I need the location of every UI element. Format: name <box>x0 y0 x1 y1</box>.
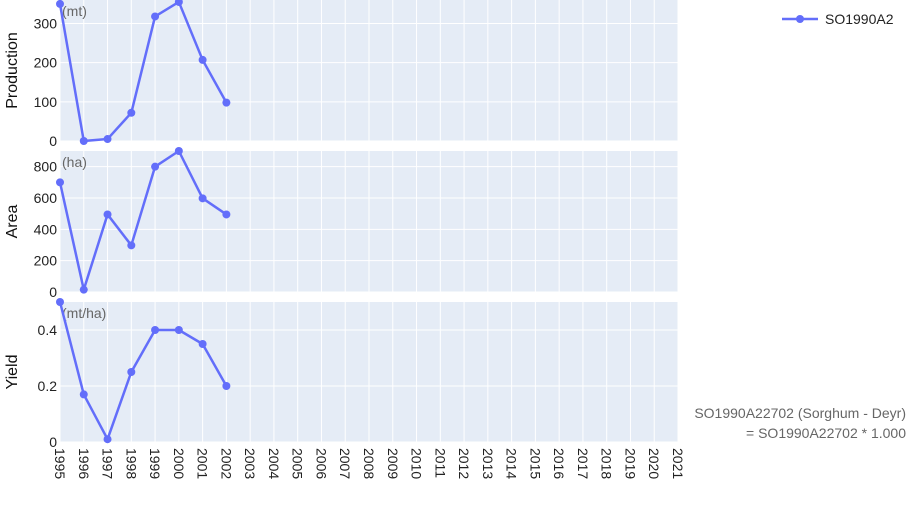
data-point[interactable] <box>79 390 88 399</box>
x-tick-label: 2014 <box>504 448 520 479</box>
panel-yield: 0 0.2 0.4 Yield (mt/ha) <box>4 298 679 450</box>
x-tick-label: 2006 <box>313 448 329 479</box>
unit-label: (mt) <box>62 3 87 19</box>
x-tick-label: 2005 <box>290 448 306 479</box>
x-tick-label: 2001 <box>195 448 211 479</box>
x-tick-label: 2012 <box>456 448 472 479</box>
x-tick-label: 1998 <box>123 448 139 479</box>
series-line <box>58 149 228 291</box>
data-point[interactable] <box>174 326 183 334</box>
data-point[interactable] <box>127 368 136 376</box>
x-tick-label: 2010 <box>409 448 425 479</box>
y-tick-label: 0.4 <box>38 322 58 338</box>
data-point[interactable] <box>79 137 88 145</box>
x-tick-label: 2020 <box>646 448 662 479</box>
x-tick-label: 2011 <box>432 448 448 478</box>
x-tick-label: 1999 <box>147 448 163 479</box>
x-tick-label: 2002 <box>218 448 234 479</box>
data-point[interactable] <box>174 147 183 155</box>
y-axis-label: Yield <box>4 355 21 390</box>
x-tick-label: 2016 <box>551 448 567 479</box>
data-point[interactable] <box>151 12 160 21</box>
panel-production: 0 100 200 300 Production (mt) <box>4 0 679 149</box>
series-line <box>58 301 228 441</box>
data-point[interactable] <box>222 98 231 107</box>
data-point[interactable] <box>56 298 64 306</box>
x-tick-label: 2003 <box>242 448 258 479</box>
data-point[interactable] <box>174 0 183 6</box>
data-point[interactable] <box>79 285 88 294</box>
data-point[interactable] <box>151 162 160 171</box>
legend-marker <box>796 15 804 23</box>
x-tick-label: 2009 <box>385 448 401 479</box>
data-point[interactable] <box>222 382 231 390</box>
x-tick-label: 2021 <box>670 448 686 479</box>
data-point[interactable] <box>151 326 160 334</box>
y-tick-label: 800 <box>34 159 58 175</box>
y-tick-label: 400 <box>34 221 58 237</box>
x-tick-label: 1997 <box>100 448 116 479</box>
data-point[interactable] <box>103 135 112 144</box>
x-tick-label: 2017 <box>575 448 591 479</box>
data-point[interactable] <box>103 435 112 444</box>
data-point[interactable] <box>127 108 136 117</box>
data-point[interactable] <box>198 55 207 64</box>
x-tick-label: 2000 <box>171 448 187 479</box>
x-tick-label: 2019 <box>622 448 638 479</box>
y-tick-label: 0 <box>49 434 57 450</box>
panels-layer: 0 100 200 300 Production (mt) 0 200 400 600 800 Are… <box>4 0 679 450</box>
y-tick-label: 0 <box>49 133 57 149</box>
annotation-line-1: SO1990A22702 (Sorghum - Deyr) <box>694 405 906 421</box>
annotation-line-2: = SO1990A22702 * 1.000 <box>746 425 906 441</box>
data-point[interactable] <box>56 0 64 8</box>
x-tick-label: 2007 <box>337 448 353 479</box>
x-tick-label: 2008 <box>361 448 377 479</box>
y-tick-label: 600 <box>34 190 58 206</box>
x-tick-label: 2018 <box>599 448 615 479</box>
y-tick-label: 200 <box>34 55 58 71</box>
unit-label: (ha) <box>62 154 87 170</box>
legend[interactable]: SO1990A2 <box>782 11 894 27</box>
y-tick-label: 0.2 <box>38 378 58 394</box>
legend-label: SO1990A2 <box>825 11 894 27</box>
y-tick-label: 0 <box>49 284 57 300</box>
x-tick-label: 2013 <box>480 448 496 479</box>
data-point[interactable] <box>56 178 64 187</box>
panel-area: 0 200 400 600 800 Area (ha) <box>4 147 679 300</box>
x-axis: 1995 1996 1997 1998 1999 2000 2001 2002 2003 2004… <box>52 448 686 479</box>
data-point[interactable] <box>222 210 231 219</box>
x-tick-label: 2015 <box>527 448 543 479</box>
y-tick-label: 100 <box>34 94 58 110</box>
data-point[interactable] <box>127 241 136 250</box>
y-axis-label: Area <box>4 205 21 239</box>
y-axis-label: Production <box>4 32 21 109</box>
x-tick-label: 2004 <box>266 448 282 479</box>
annotation: SO1990A22702 (Sorghum - Deyr) = SO1990A2… <box>694 405 906 441</box>
data-point[interactable] <box>103 210 112 219</box>
y-tick-label: 300 <box>34 16 58 32</box>
y-tick-label: 200 <box>34 253 58 269</box>
x-tick-label: 1996 <box>76 448 92 479</box>
data-point[interactable] <box>198 340 207 348</box>
unit-label: (mt/ha) <box>62 305 106 321</box>
x-tick-label: 1995 <box>52 448 68 479</box>
data-point[interactable] <box>198 194 207 203</box>
